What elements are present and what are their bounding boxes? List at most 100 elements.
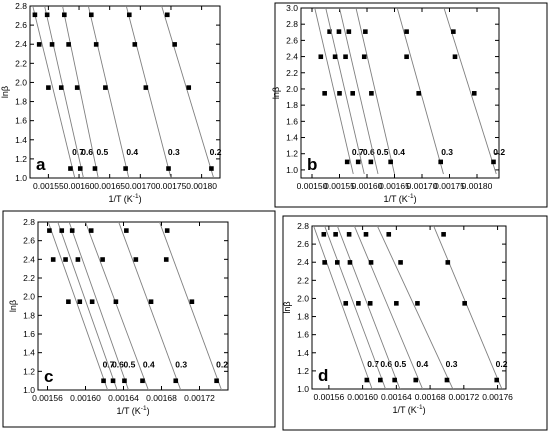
- data-point: [441, 232, 446, 237]
- data-point: [364, 377, 370, 383]
- series-label: 0.7: [367, 359, 379, 369]
- series-0.6: [57, 222, 118, 390]
- x-tick-label: 0.00176: [482, 392, 513, 402]
- fit-line: [313, 226, 373, 389]
- y-tick-label: 1.2: [297, 366, 309, 376]
- data-point: [415, 301, 420, 306]
- fit-line: [84, 222, 149, 390]
- series-0.7: [32, 6, 76, 178]
- data-point: [88, 12, 94, 18]
- data-point: [69, 228, 75, 233]
- fit-line: [161, 6, 215, 178]
- data-point: [47, 228, 52, 233]
- panel-border: [2, 210, 276, 428]
- data-point: [386, 232, 392, 237]
- plot-frame: [29, 5, 221, 179]
- data-point: [394, 301, 399, 306]
- x-tick-label: 0.00170: [407, 181, 438, 191]
- y-tick-label: 1.8: [15, 97, 27, 107]
- y-tick-label: 1.2: [23, 366, 35, 376]
- data-point: [143, 85, 149, 90]
- data-point: [172, 42, 177, 47]
- series-label: 0.5: [96, 147, 108, 157]
- data-point: [66, 42, 71, 47]
- data-point: [101, 378, 106, 384]
- data-point: [50, 257, 56, 262]
- data-point: [32, 12, 38, 18]
- data-point: [132, 42, 138, 47]
- series-0.5: [336, 226, 401, 389]
- x-tick-label: 0.00165: [94, 181, 125, 191]
- series-0.3: [376, 226, 454, 389]
- y-tick-label: 1.0: [297, 384, 309, 394]
- series-0.4: [87, 6, 130, 178]
- x-axis-label-tail: ): [423, 405, 426, 415]
- data-point: [451, 29, 456, 34]
- data-point: [361, 54, 367, 60]
- fit-line: [376, 226, 454, 389]
- data-point: [398, 260, 403, 265]
- x-tick-label: 0.00168: [415, 392, 446, 402]
- panel-border: [274, 2, 548, 208]
- series-0.6: [324, 226, 387, 389]
- data-point: [209, 166, 214, 171]
- y-axis-label: lnβ: [271, 87, 281, 99]
- data-point: [122, 378, 127, 384]
- data-point: [68, 166, 73, 171]
- data-point: [337, 91, 342, 96]
- x-tick-label: 0.00156: [314, 392, 345, 402]
- panel-c: 0.00156 0.00160 0.00164 0.00168 0.00172 1.0 1.…: [2, 210, 276, 428]
- data-point: [214, 378, 219, 384]
- series-0.2: [443, 8, 497, 175]
- x-tick-label: 0.00164: [381, 392, 412, 402]
- x-tick-label: 0.00155: [324, 181, 355, 191]
- y-tick-label: 2.8: [15, 1, 27, 11]
- data-point: [77, 299, 83, 305]
- series-label: 0.7: [352, 147, 364, 157]
- data-point: [388, 159, 393, 165]
- plot-frame: [37, 221, 229, 391]
- panel-d: 0.00156 0.00160 0.00164 0.00168 0.00172 0.001…: [282, 215, 548, 431]
- data-point: [49, 42, 55, 47]
- data-point: [173, 378, 179, 384]
- x-tick-label: 0.00164: [108, 393, 139, 403]
- data-point: [164, 12, 170, 18]
- y-tick-label: 1.0: [15, 173, 27, 183]
- series-label: 0.2: [496, 359, 508, 369]
- data-point: [368, 260, 374, 265]
- data-point: [413, 377, 419, 383]
- x-axis-label: 1/T (K-1): [108, 193, 141, 204]
- data-point: [367, 301, 373, 306]
- fit-line: [433, 226, 503, 389]
- y-tick-label: 1.2: [15, 154, 27, 164]
- series-label: 0.5: [377, 147, 389, 157]
- y-axis-label: lnβ: [8, 300, 18, 312]
- data-point: [163, 257, 169, 262]
- y-tick-label: 1.8: [23, 310, 35, 320]
- data-point: [452, 54, 458, 60]
- series-0.3: [396, 8, 444, 175]
- data-point: [404, 54, 409, 60]
- x-tick-label: 0.00170: [125, 181, 156, 191]
- series-0.5: [62, 6, 99, 178]
- data-point: [113, 299, 119, 305]
- y-tick-label: 2.8: [23, 217, 35, 227]
- x-tick-label: 0.00172: [184, 393, 215, 403]
- y-tick-label: 2.4: [23, 254, 35, 264]
- data-point: [103, 85, 108, 90]
- data-point: [124, 228, 129, 233]
- data-point: [126, 12, 132, 18]
- fit-line: [314, 8, 354, 175]
- series-label: 0.4: [393, 147, 405, 157]
- x-tick-label: 0.00175: [434, 181, 465, 191]
- x-axis-label: 1/T (K-1): [383, 193, 416, 204]
- data-point: [63, 257, 68, 262]
- fit-line: [353, 226, 424, 389]
- data-point: [92, 166, 98, 171]
- series-label: 0.5: [123, 359, 135, 369]
- data-point: [166, 166, 171, 171]
- x-axis-label-sup: -1: [141, 405, 147, 412]
- series-label: 0.2: [216, 359, 228, 369]
- data-point: [378, 377, 383, 383]
